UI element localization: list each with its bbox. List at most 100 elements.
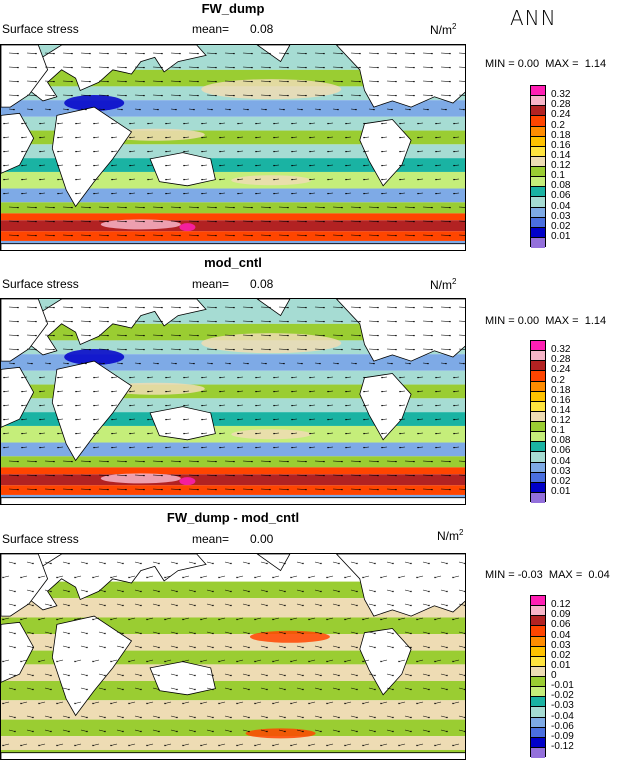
colorbar-swatch — [531, 96, 545, 107]
vector-head — [320, 674, 322, 677]
vector-head — [53, 320, 55, 323]
stress-vector — [165, 192, 172, 194]
vector-head — [197, 206, 199, 209]
vector-head — [233, 348, 235, 351]
vector-head — [445, 362, 447, 365]
vector-head — [356, 646, 358, 649]
vector-head — [147, 122, 149, 125]
stress-vector — [350, 320, 361, 322]
vector-head — [410, 590, 412, 593]
vector-head — [67, 108, 69, 111]
stress-vector — [368, 687, 376, 690]
colorbar-swatch — [531, 636, 545, 647]
stress-vector — [38, 743, 46, 746]
vector-head — [269, 488, 271, 491]
stress-vector — [332, 220, 343, 222]
stress-vector — [206, 234, 217, 236]
vector-head — [20, 660, 22, 663]
vector-head — [230, 730, 232, 733]
stress-vector — [422, 474, 433, 476]
vector-head — [35, 460, 37, 463]
stress-vector — [39, 150, 46, 152]
vector-head — [89, 80, 91, 83]
vector-head — [38, 744, 40, 747]
panel-3-title: FW_dump - mod_cntl — [166, 510, 300, 525]
stress-vector — [260, 94, 271, 96]
vector-head — [320, 604, 322, 607]
stress-vector — [291, 192, 298, 194]
vector-head — [93, 122, 95, 125]
colorbar-tick-label: 0.2 — [551, 374, 565, 386]
vector-head — [251, 52, 253, 55]
stress-vector — [134, 603, 142, 606]
vector-head — [75, 192, 77, 195]
stress-vector — [152, 220, 163, 222]
season-label: ANN — [510, 6, 557, 30]
stress-vector — [38, 701, 46, 704]
stress-vector — [188, 673, 196, 676]
vector-head — [399, 122, 401, 125]
vector-head — [194, 562, 196, 565]
vector-head — [463, 362, 465, 365]
stress-vector — [398, 659, 406, 662]
stress-vector — [188, 348, 199, 350]
vector-head — [308, 744, 310, 747]
vector-head — [284, 646, 286, 649]
vector-head — [215, 52, 217, 55]
stress-vector — [417, 390, 424, 392]
stress-vector — [21, 404, 28, 406]
vector-head — [39, 178, 41, 181]
stress-vector — [452, 617, 460, 620]
stress-vector — [368, 52, 379, 54]
vector-head — [182, 618, 184, 621]
vector-head — [417, 404, 419, 407]
vector-head — [111, 136, 113, 139]
stress-vector — [309, 122, 316, 124]
contour-band — [1, 158, 465, 172]
vector-head — [255, 164, 257, 167]
stress-vector — [206, 66, 217, 68]
vector-head — [86, 562, 88, 565]
stress-vector — [39, 136, 46, 138]
vector-head — [363, 122, 365, 125]
vector-head — [233, 306, 235, 309]
vector-head — [21, 432, 23, 435]
vector-head — [89, 220, 91, 223]
stress-vector — [188, 234, 199, 236]
vector-head — [381, 122, 383, 125]
stress-vector — [111, 418, 118, 420]
vector-head — [359, 348, 361, 351]
vector-head — [39, 446, 41, 449]
stress-vector — [440, 645, 448, 648]
stress-vector — [147, 150, 154, 152]
stress-vector — [386, 306, 397, 308]
stress-vector — [8, 715, 16, 718]
vector-head — [308, 618, 310, 621]
stress-vector — [327, 178, 334, 180]
vector-head — [237, 164, 239, 167]
stress-vector — [116, 687, 124, 690]
vector-head — [32, 730, 34, 733]
stress-vector — [368, 460, 379, 462]
vector-head — [193, 362, 195, 365]
stress-vector — [422, 206, 433, 208]
stress-vector — [62, 80, 73, 82]
stress-vector — [440, 603, 448, 606]
colorbar-swatch — [531, 126, 545, 137]
stress-vector — [57, 150, 64, 152]
colorbar-tick-label: 0.03 — [551, 639, 571, 651]
stress-vector — [8, 603, 16, 606]
stress-vector — [116, 715, 124, 718]
stress-vector — [219, 192, 226, 194]
vector-head — [237, 376, 239, 379]
stress-vector — [152, 603, 160, 606]
vector-head — [374, 590, 376, 593]
contour-maximum — [201, 79, 342, 100]
vector-head — [305, 94, 307, 97]
vector-head — [17, 320, 19, 323]
stress-vector — [93, 150, 100, 152]
stress-vector — [200, 659, 208, 662]
vector-head — [453, 390, 455, 393]
vector-head — [57, 404, 59, 407]
vector-head — [399, 446, 401, 449]
